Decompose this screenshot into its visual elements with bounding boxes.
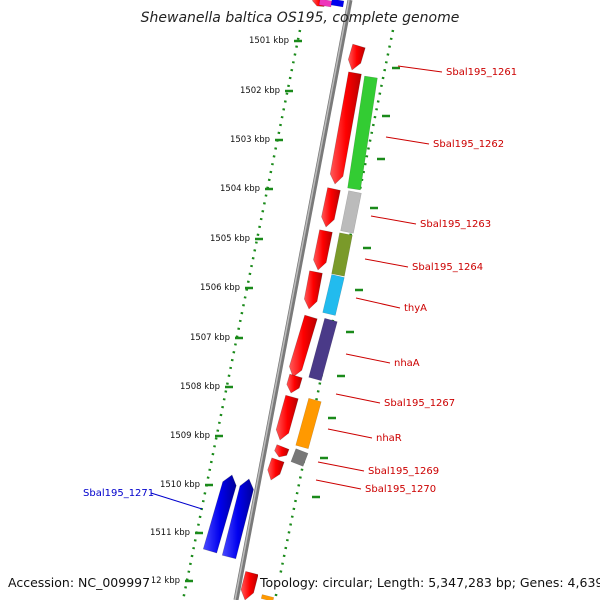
accession-text: Accession: NC_009997 (6, 574, 153, 591)
gene-leader-line (327, 428, 373, 439)
gene-leader-line (150, 492, 203, 510)
page-title: Shewanella baltica OS195, complete genom… (140, 10, 460, 26)
feature-block (340, 190, 362, 234)
cds-arrow (289, 314, 318, 378)
cds-arrow-reverse (202, 474, 237, 554)
feature-block (331, 232, 353, 277)
gene-label: Sbal195_1262 (433, 139, 504, 150)
gene-leader-line (345, 353, 391, 364)
gene-label: Sbal195_1263 (420, 219, 491, 230)
kbp-tick-label: 1501 kbp (249, 36, 289, 46)
kbp-tick-label: 1511 kbp (150, 528, 190, 538)
gene-label: nhaR (376, 433, 402, 444)
feature-block-top (330, 0, 345, 8)
cds-arrow (267, 457, 285, 481)
cds-arrow (347, 43, 366, 71)
gene-leader-line (315, 479, 362, 490)
gene-label: Sbal195_1269 (368, 466, 439, 477)
gene-leader-line (317, 461, 365, 472)
kbp-tick-label: 1503 kbp (230, 135, 270, 145)
kbp-tick-label: 1510 kbp (160, 480, 200, 490)
cds-arrow-reverse (221, 478, 254, 560)
gene-label: Sbal195_1261 (446, 67, 517, 78)
gene-leader-line (385, 136, 430, 145)
gene-leader-line (335, 393, 381, 404)
cds-arrow (303, 270, 323, 310)
feature-block-bottom (260, 594, 275, 602)
cds-arrow (275, 394, 299, 441)
gene-label: Sbal195_1267 (384, 398, 455, 409)
feature-block (322, 274, 345, 316)
gene-leader-line (355, 297, 401, 309)
kbp-tick-label: 1507 kbp (190, 333, 230, 343)
gene-label: Sbal195_1264 (412, 262, 483, 273)
kbp-tick-label: 1504 kbp (220, 184, 260, 194)
feature-block (347, 75, 378, 191)
kbp-tick-label: 1505 kbp (210, 234, 250, 244)
gene-leader-line (370, 215, 417, 225)
feature-block (295, 397, 322, 450)
gene-leader-line (364, 258, 409, 268)
cds-arrow (321, 187, 341, 228)
outer-tick-track (273, 29, 395, 601)
feature-block (290, 448, 309, 467)
cds-arrow (286, 373, 303, 394)
genome-backbone-highlight (234, 0, 350, 601)
kbp-tick-label: 1509 kbp (170, 431, 210, 441)
kbp-tick-label: 1502 kbp (240, 86, 280, 96)
feature-block (308, 317, 338, 382)
cds-arrow (329, 71, 362, 185)
cds-arrow (313, 229, 333, 271)
kbp-tick-label: 1512 kbp (140, 576, 180, 586)
kbp-tick-label: 1506 kbp (200, 283, 240, 293)
gene-label: Sbal195_1271 (83, 488, 154, 499)
cds-arrow (240, 571, 259, 601)
inner-tick-track (181, 29, 302, 601)
kbp-tick-label: 1508 kbp (180, 382, 220, 392)
topology-summary: Topology: circular; Length: 5,347,283 bp… (258, 574, 600, 591)
gene-leader-line (397, 65, 443, 73)
feature-block-top (318, 0, 333, 8)
genome-backbone (233, 0, 353, 601)
gene-label: nhaA (394, 358, 420, 369)
gene-label: thyA (404, 303, 427, 314)
gene-label: Sbal195_1270 (365, 484, 436, 495)
cds-arrow (274, 444, 290, 458)
